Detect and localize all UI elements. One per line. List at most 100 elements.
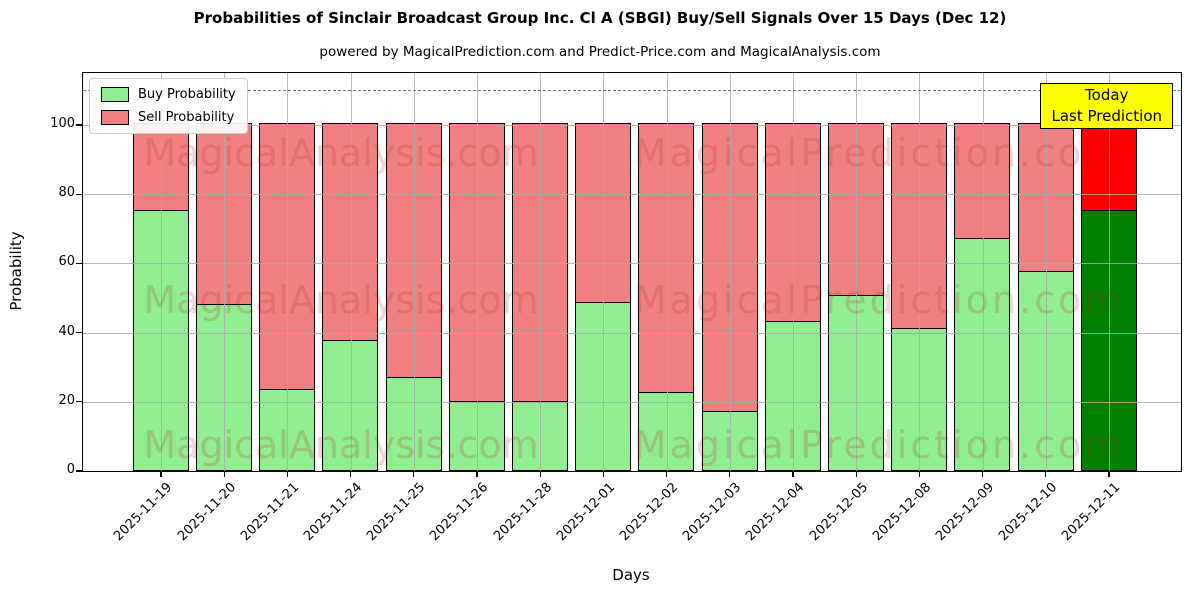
- x-tick-mark: [286, 472, 288, 477]
- x-tick-label: 2025-12-01: [553, 480, 618, 545]
- legend-label-buy: Buy Probability: [138, 87, 236, 102]
- x-tick-label: 2025-12-05: [806, 480, 871, 545]
- sell-bar-segment: [891, 122, 948, 330]
- x-gridline: [287, 73, 289, 471]
- x-gridline: [540, 73, 542, 471]
- x-tick-mark: [666, 472, 668, 477]
- x-tick-mark: [350, 472, 352, 477]
- y-gridline: [83, 401, 1181, 403]
- x-tick-label: 2025-11-28: [490, 480, 555, 545]
- x-axis-label: Days: [612, 566, 650, 584]
- sell-bar-segment: [385, 122, 442, 378]
- x-tick-mark: [982, 472, 984, 477]
- sell-bar-segment: [259, 122, 316, 390]
- y-tick-mark: [76, 331, 82, 334]
- buy-bar-segment: [828, 294, 884, 471]
- dashed-threshold-line: [83, 90, 1181, 92]
- x-tick-label: 2025-11-21: [237, 480, 302, 545]
- x-tick-label: 2025-12-02: [617, 480, 682, 545]
- sell-bar-segment: [132, 122, 189, 212]
- sell-bar-segment: [196, 122, 252, 305]
- sell-swatch-icon: [101, 110, 129, 125]
- watermark-left: MagicalAnalysis.com: [143, 131, 539, 175]
- x-tick-label: 2025-11-24: [301, 480, 366, 545]
- buy-bar-segment: [701, 410, 758, 471]
- x-gridline: [413, 73, 415, 471]
- x-gridline: [919, 73, 921, 471]
- x-tick-mark: [476, 472, 478, 477]
- x-gridline: [477, 73, 478, 471]
- x-gridline: [982, 73, 984, 471]
- x-tick-mark: [1045, 472, 1047, 477]
- y-gridline: [83, 332, 1181, 334]
- x-tick-label: 2025-11-20: [174, 480, 239, 545]
- plot-area: Buy Probability Sell Probability Today L…: [50, 72, 1182, 544]
- sell-bar-segment: [575, 122, 632, 304]
- x-tick-label: 2025-11-19: [111, 480, 176, 545]
- chart-subtitle: powered by MagicalPrediction.com and Pre…: [319, 44, 881, 60]
- x-tick-mark: [918, 472, 920, 477]
- x-tick-label: 2025-12-04: [743, 480, 808, 545]
- sell-bar-segment: [954, 122, 1011, 240]
- today-annotation-line2: Last Prediction: [1051, 107, 1162, 125]
- x-gridline: [729, 73, 731, 471]
- x-gridline: [161, 73, 162, 471]
- today-annotation-line1: Today: [1085, 86, 1129, 104]
- x-tick-mark: [413, 472, 415, 477]
- buy-bar-segment: [764, 320, 821, 471]
- buy-bar-segment: [575, 301, 632, 471]
- buy-bar-segment: [448, 399, 505, 471]
- buy-bar-segment: [1017, 270, 1074, 471]
- x-gridline: [1045, 73, 1047, 471]
- buy-bar-segment: [638, 391, 695, 471]
- sell-bar-segment: [322, 122, 379, 342]
- y-tick-label: 60: [58, 254, 75, 270]
- x-tick-mark: [792, 472, 794, 477]
- today-annotation: Today Last Prediction: [1040, 83, 1173, 129]
- y-tick-mark: [76, 193, 82, 195]
- x-tick-label: 2025-12-09: [933, 480, 998, 545]
- watermark-left: MagicalAnalysis.com: [143, 423, 539, 467]
- x-tick-mark: [729, 472, 731, 477]
- sell-bar-segment: [701, 122, 758, 413]
- sell-bar-segment: [764, 122, 821, 323]
- y-tick-label: 40: [58, 323, 75, 339]
- x-gridline: [856, 73, 858, 471]
- x-gridline: [793, 73, 794, 471]
- x-gridline: [666, 73, 668, 471]
- x-gridline: [603, 73, 605, 471]
- legend: Buy Probability Sell Probability: [89, 78, 248, 134]
- legend-item-sell: Sell Probability: [101, 110, 236, 125]
- y-tick-label: 100: [50, 115, 75, 131]
- x-tick-label: 2025-12-10: [996, 480, 1061, 545]
- x-tick-mark: [602, 472, 604, 477]
- legend-item-buy: Buy Probability: [101, 87, 236, 102]
- x-tick-mark: [1108, 472, 1110, 477]
- y-gridline: [83, 124, 1181, 126]
- buy-bar-segment: [385, 375, 442, 471]
- x-tick-label: 2025-12-08: [869, 480, 934, 545]
- chart-title: Probabilities of Sinclair Broadcast Grou…: [193, 9, 1007, 27]
- watermark-right: MagicalPrediction.com: [633, 131, 1125, 175]
- watermark-right: MagicalPrediction.com: [633, 278, 1125, 322]
- x-tick-mark: [223, 472, 225, 477]
- buy-bar-segment: [891, 327, 948, 471]
- sell-bar-segment: [512, 122, 568, 402]
- y-gridline: [83, 263, 1181, 265]
- buy-swatch-icon: [101, 87, 129, 102]
- x-tick-label: 2025-11-26: [427, 480, 492, 545]
- sell-bar-segment: [1017, 122, 1074, 272]
- x-tick-mark: [855, 472, 857, 477]
- y-tick-label: 20: [58, 392, 75, 408]
- x-tick-label: 2025-12-11: [1059, 480, 1124, 545]
- legend-label-sell: Sell Probability: [138, 110, 235, 125]
- watermark-left: MagicalAnalysis.com: [143, 278, 539, 322]
- x-tick-label: 2025-11-25: [364, 480, 429, 545]
- buy-bar-segment: [132, 209, 189, 471]
- x-gridline: [224, 73, 226, 471]
- y-gridline: [83, 194, 1181, 196]
- buy-bar-segment: [954, 237, 1011, 471]
- y-tick-mark: [76, 262, 82, 264]
- y-tick-label: 80: [58, 185, 75, 201]
